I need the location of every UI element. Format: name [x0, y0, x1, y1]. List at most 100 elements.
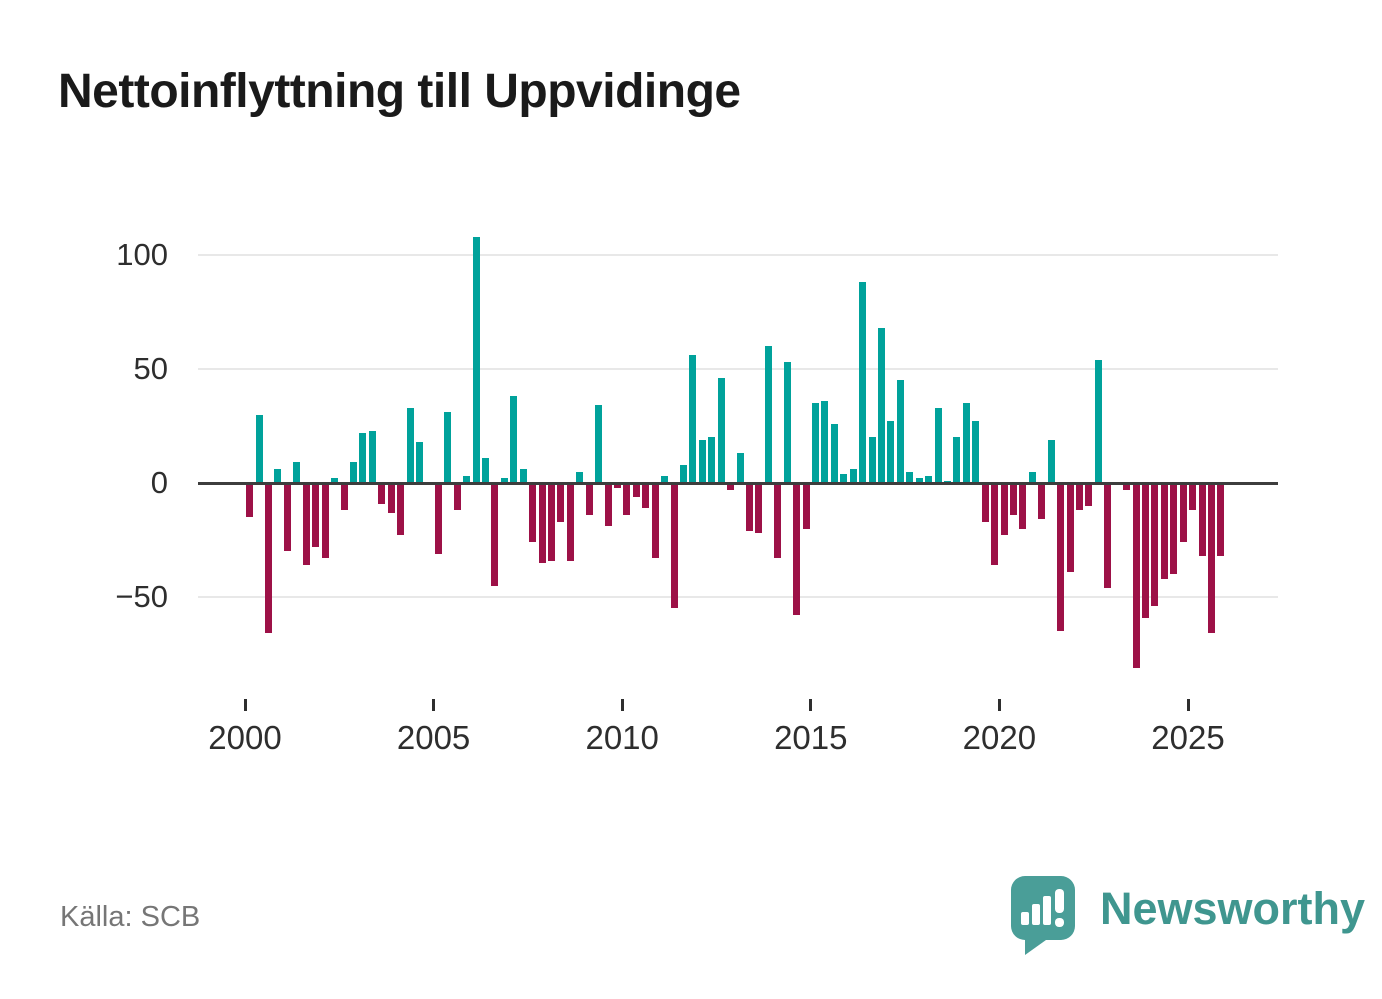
bar — [1160, 483, 1168, 579]
bar — [1104, 483, 1112, 588]
bar — [434, 483, 442, 554]
bar — [265, 483, 273, 634]
bar — [802, 483, 810, 529]
bar — [727, 483, 735, 490]
bar — [1066, 483, 1074, 572]
bar — [576, 471, 584, 483]
bar — [962, 403, 970, 483]
bar — [1038, 483, 1046, 520]
bar — [708, 437, 716, 483]
x-tick-label: 2015 — [774, 719, 848, 756]
x-tick-mark — [620, 699, 624, 711]
bar — [953, 437, 961, 483]
bar — [331, 478, 339, 483]
x-tick-mark — [809, 699, 813, 711]
bar — [453, 483, 461, 511]
bar — [283, 483, 291, 552]
x-tick-label: 2010 — [585, 719, 659, 756]
bar — [500, 478, 508, 483]
bar — [547, 483, 555, 561]
bar — [736, 453, 744, 483]
bar — [840, 473, 848, 483]
y-tick-label: 50 — [133, 351, 168, 386]
bar — [896, 380, 904, 483]
bar — [689, 355, 697, 483]
gridline — [198, 368, 1278, 370]
bar — [717, 378, 725, 483]
y-tick-label: −50 — [115, 579, 168, 614]
bar — [444, 412, 452, 483]
bar — [1076, 483, 1084, 511]
bar — [981, 483, 989, 522]
bar — [406, 407, 414, 483]
bar — [557, 483, 565, 522]
bar — [1208, 483, 1216, 634]
bar — [793, 483, 801, 616]
gridline — [198, 596, 1278, 598]
bar — [1019, 483, 1027, 529]
bar — [849, 469, 857, 483]
y-tick-label: 0 — [150, 465, 168, 500]
newsworthy-wordmark: Newsworthy — [1100, 883, 1366, 934]
plot-area — [198, 228, 1278, 702]
bar — [934, 407, 942, 483]
bar — [755, 483, 763, 534]
bar — [623, 483, 631, 515]
source-note: Källa: SCB — [60, 901, 201, 933]
y-tick-label: 100 — [116, 237, 168, 272]
bar — [991, 483, 999, 566]
bar — [378, 483, 386, 504]
bar — [463, 476, 471, 483]
x-tick-mark — [243, 699, 247, 711]
x-tick-label: 2025 — [1151, 719, 1225, 756]
bar — [566, 483, 574, 561]
bar — [859, 282, 867, 483]
bar — [595, 405, 603, 483]
bar — [1123, 483, 1131, 490]
bar — [510, 396, 518, 483]
bar — [613, 483, 621, 488]
bar — [1028, 471, 1036, 483]
bar — [925, 476, 933, 483]
x-tick-label: 2000 — [208, 719, 282, 756]
bar — [359, 432, 367, 483]
bar — [1085, 483, 1093, 506]
bar — [585, 483, 593, 515]
bar — [642, 483, 650, 509]
bar — [670, 483, 678, 609]
bar — [651, 483, 659, 559]
bar — [698, 439, 706, 483]
bar — [274, 469, 282, 483]
gridline — [198, 254, 1278, 256]
bar — [1010, 483, 1018, 515]
bar — [1170, 483, 1178, 575]
x-tick-mark — [1186, 699, 1190, 711]
bar — [1189, 483, 1197, 511]
bar — [972, 421, 980, 483]
bar — [472, 236, 480, 483]
bar — [491, 483, 499, 586]
bar — [661, 476, 669, 483]
bar — [246, 483, 254, 518]
bar — [906, 471, 914, 483]
bar — [340, 483, 348, 511]
bar — [764, 346, 772, 483]
bar — [1057, 483, 1065, 632]
bar — [1132, 483, 1140, 668]
bar — [774, 483, 782, 559]
zero-axis-line — [198, 482, 1278, 485]
bar — [312, 483, 320, 547]
bar — [604, 483, 612, 527]
bar — [349, 462, 357, 483]
bar — [1094, 359, 1102, 483]
bar — [915, 478, 923, 483]
newsworthy-speech-bubble-chart-icon — [1008, 876, 1078, 961]
bar — [679, 464, 687, 483]
x-tick-label: 2020 — [962, 719, 1037, 756]
bar — [1047, 439, 1055, 483]
bar — [368, 430, 376, 483]
bar — [481, 457, 489, 483]
bar — [415, 441, 423, 483]
bar — [632, 483, 640, 497]
